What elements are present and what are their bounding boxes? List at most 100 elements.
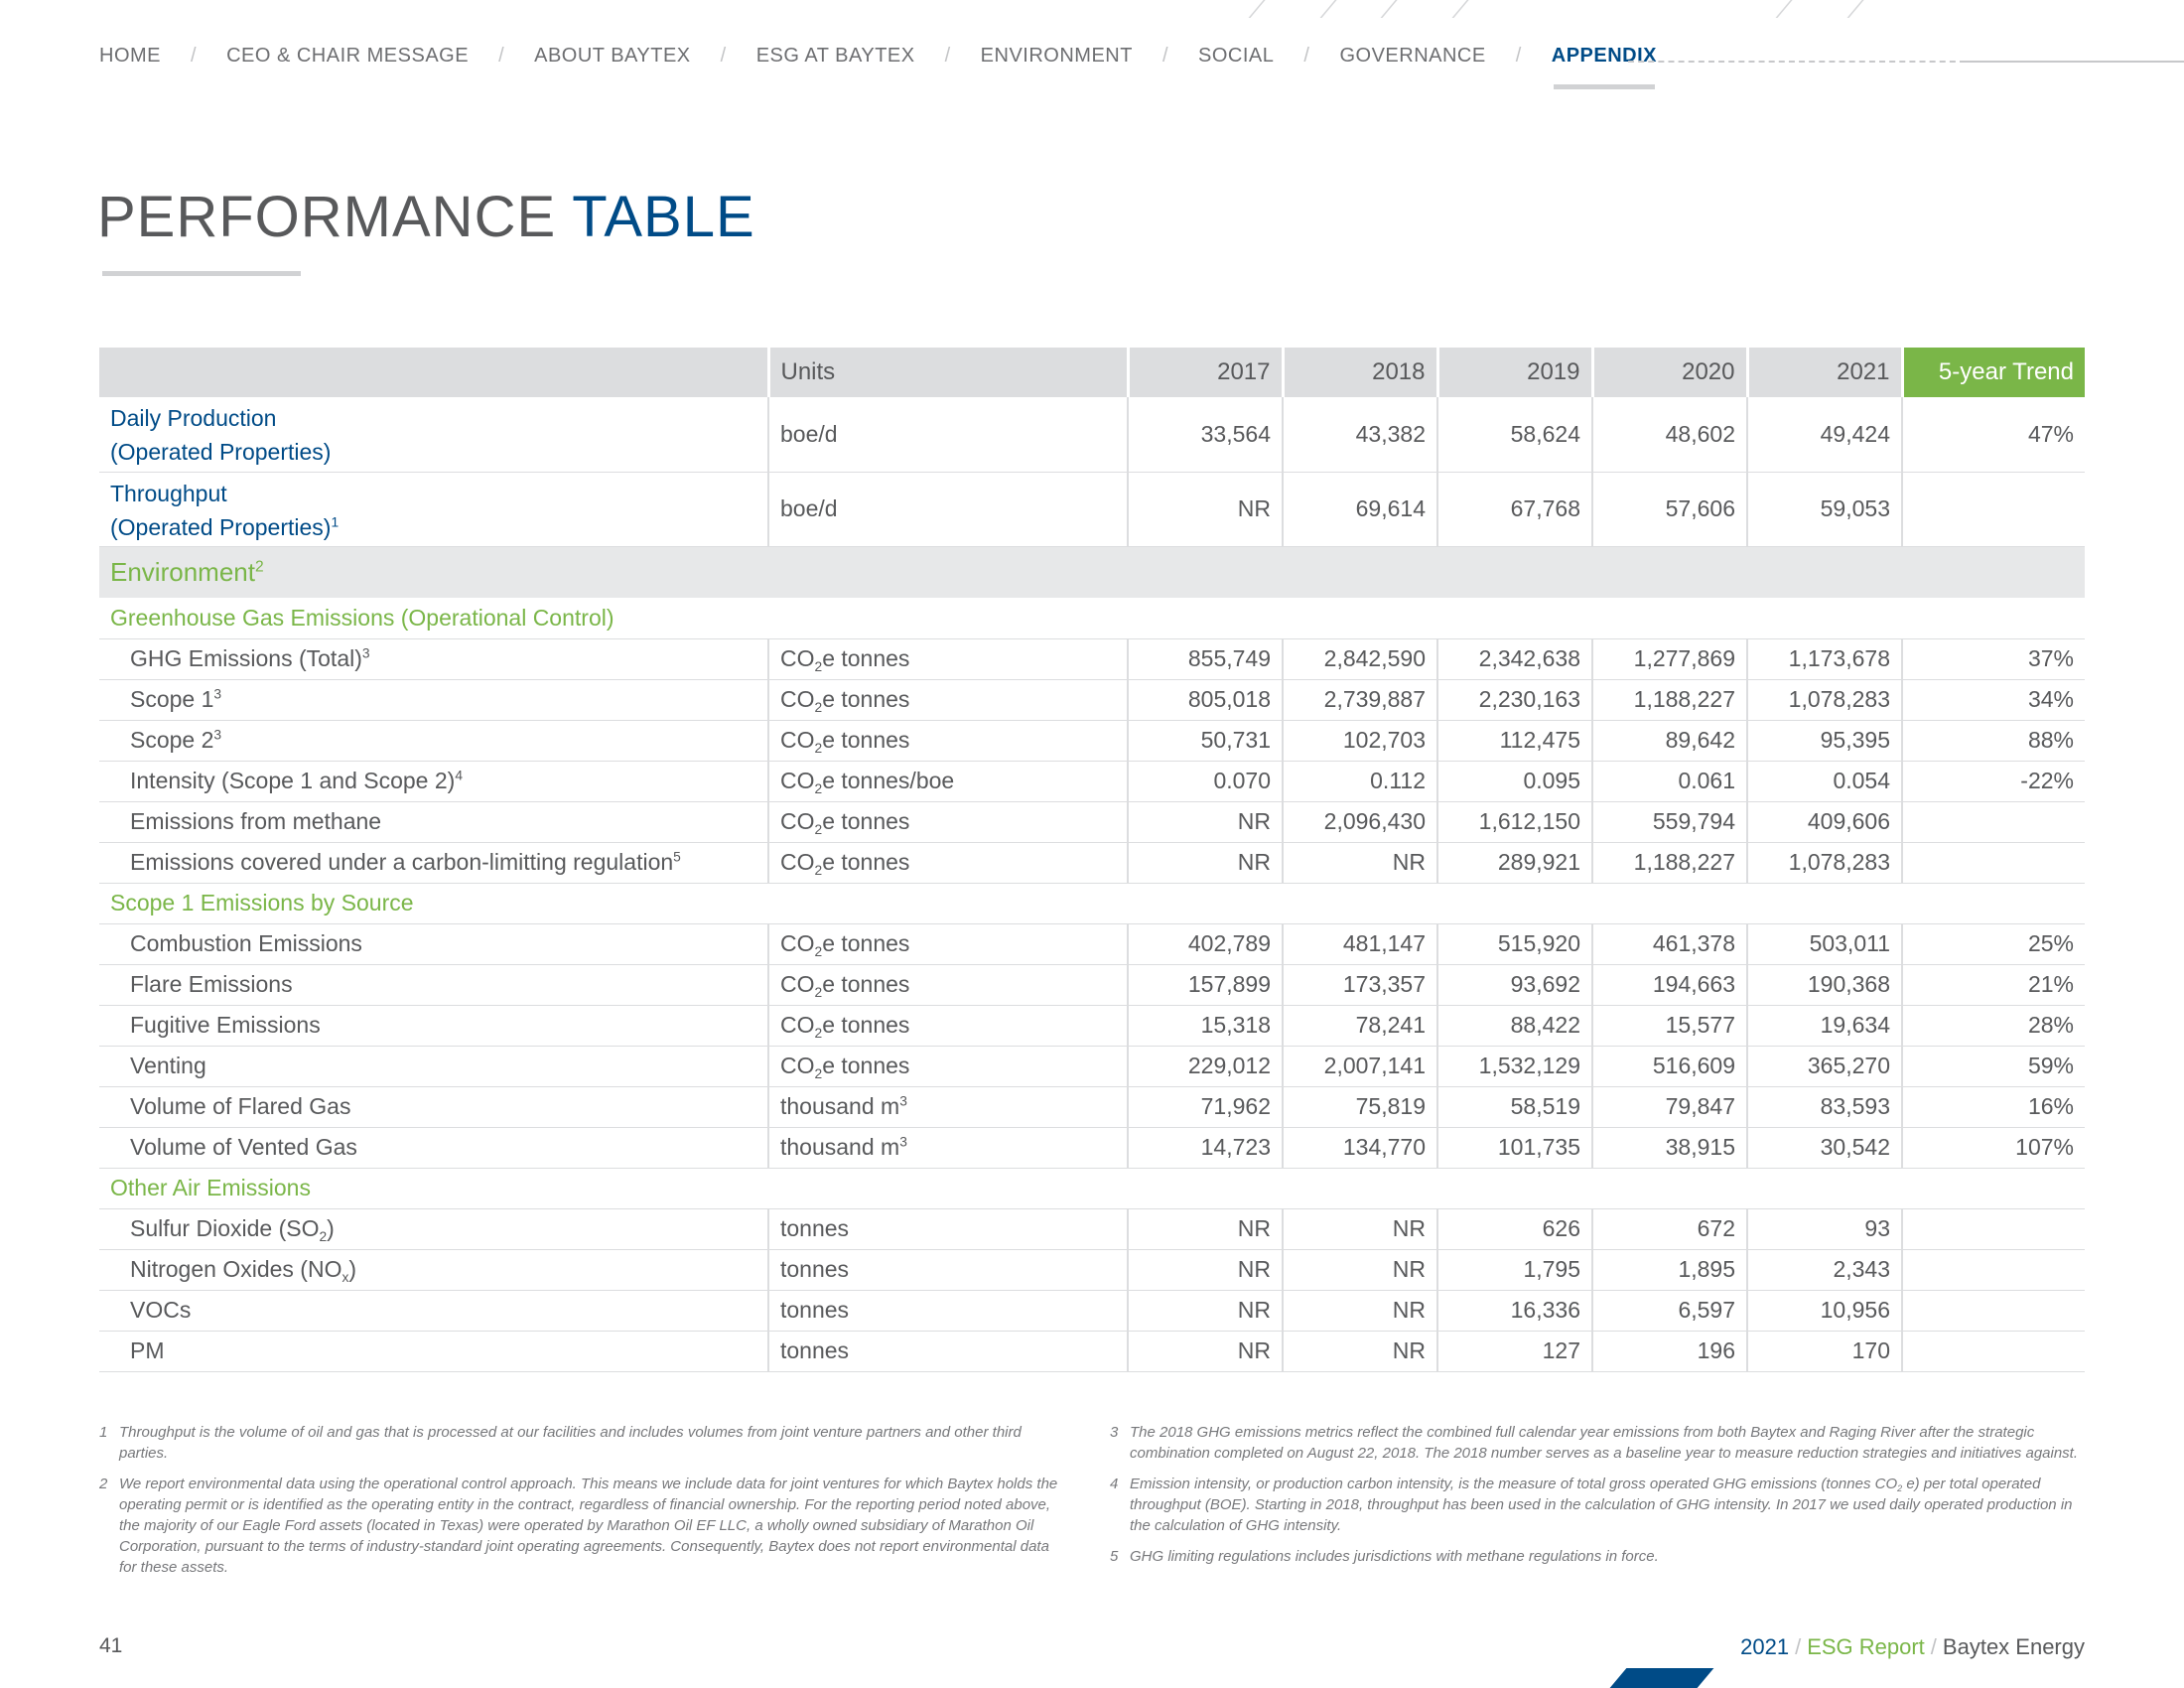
- cell-2017: 855,749: [1127, 638, 1283, 679]
- cell-2017: NR: [1127, 472, 1283, 546]
- unit-text: CO: [780, 645, 815, 671]
- decorative-shape: [1375, 0, 1470, 18]
- footer-report: ESG Report: [1807, 1634, 1925, 1659]
- row-units: CO2e tonnes: [767, 801, 1128, 842]
- header-year-2020: 2020: [1590, 348, 1747, 397]
- cell-trend: [1901, 1331, 2085, 1371]
- row-label-text: Emissions from methane: [130, 808, 382, 834]
- row-label-text: ): [327, 1215, 335, 1241]
- table-row: Emissions from methane CO2e tonnes NR 2,096…: [99, 801, 2085, 842]
- cell-2020: 194,663: [1591, 964, 1747, 1005]
- scope1-rows: Combustion Emissions CO2e tonnes 402,789 48…: [99, 923, 2085, 1168]
- nav-rule: [1964, 61, 2184, 63]
- unit-sub: 2: [814, 821, 823, 837]
- row-units: tonnes: [767, 1331, 1128, 1371]
- row-label-sub: 2: [319, 1228, 328, 1244]
- cell-2021: 59,053: [1746, 472, 1902, 546]
- row-subtitle: (Operated Properties): [110, 439, 332, 466]
- cell-2019: 1,612,150: [1436, 801, 1592, 842]
- row-label: Combustion Emissions: [99, 923, 768, 964]
- decorative-shape: [1243, 0, 1338, 18]
- row-units: CO2e tonnes/boe: [767, 761, 1128, 801]
- nav-separator: /: [1303, 44, 1310, 67]
- cell-2020: 516,609: [1591, 1046, 1747, 1086]
- table-row: Sulfur Dioxide (SO2) tonnes NR NR 626 672 93: [99, 1208, 2085, 1249]
- nav-environment[interactable]: ENVIRONMENT: [980, 44, 1133, 67]
- footnote-text: GHG limiting regulations includes jurisd…: [1130, 1548, 1659, 1565]
- header-year-2017: 2017: [1126, 348, 1283, 397]
- cell-2018: 2,096,430: [1282, 801, 1437, 842]
- footnote-ref: 2: [254, 558, 264, 576]
- cell-2019: 67,768: [1436, 472, 1592, 546]
- row-label-sub: x: [341, 1269, 349, 1285]
- row-label: Throughput (Operated Properties)1: [99, 472, 768, 546]
- table-row: Nitrogen Oxides (NOx) tonnes NR NR 1,795 1,89…: [99, 1249, 2085, 1290]
- footnote: 1 Throughput is the volume of oil and ga…: [99, 1422, 1062, 1464]
- footnote-number: 5: [1110, 1548, 1119, 1565]
- unit-sub: 2: [814, 862, 823, 878]
- unit-text: CO: [780, 727, 815, 753]
- unit-text: CO: [780, 768, 815, 793]
- row-label: Daily Production (Operated Properties): [99, 397, 768, 472]
- row-label: Nitrogen Oxides (NOx): [99, 1249, 768, 1290]
- table-row: Fugitive Emissions CO2e tonnes 15,318 78,24…: [99, 1005, 2085, 1046]
- cell-2020: 38,915: [1591, 1127, 1747, 1168]
- cell-2018: 69,614: [1282, 472, 1437, 546]
- header-year-2018: 2018: [1281, 348, 1437, 397]
- unit-text: e tonnes: [822, 1012, 910, 1038]
- row-label: Flare Emissions: [99, 964, 768, 1005]
- cell-2020: 559,794: [1591, 801, 1747, 842]
- row-title: Throughput: [110, 480, 227, 506]
- unit-text: CO: [780, 1012, 815, 1038]
- footnote-ref: 1: [331, 514, 340, 530]
- cell-2021: 30,542: [1746, 1127, 1902, 1168]
- nav-appendix[interactable]: APPENDIX: [1551, 44, 1658, 89]
- cell-2017: NR: [1127, 801, 1283, 842]
- table-row: Intensity (Scope 1 and Scope 2)4 CO2e ton…: [99, 761, 2085, 801]
- row-units: CO2e tonnes: [767, 638, 1128, 679]
- cell-trend: [1901, 472, 2085, 546]
- row-label: VOCs: [99, 1290, 768, 1331]
- row-label-text: PM: [130, 1337, 165, 1363]
- table-row: Venting CO2e tonnes 229,012 2,007,141 1,532,…: [99, 1046, 2085, 1086]
- footer-brand: 2021/ESG Report / Baytex Energy: [1740, 1634, 2085, 1660]
- unit-sub: 2: [814, 1025, 823, 1041]
- nav-esg-at-baytex[interactable]: ESG AT BAYTEX: [755, 44, 915, 67]
- nav-home[interactable]: HOME: [99, 44, 161, 67]
- footnote-number: 3: [1110, 1424, 1119, 1441]
- cell-2017: 157,899: [1127, 964, 1283, 1005]
- unit-text: CO: [780, 971, 815, 997]
- row-units: boe/d: [767, 472, 1128, 546]
- unit-sub: 2: [814, 1065, 823, 1081]
- unit-text: CO: [780, 849, 815, 875]
- row-units: CO2e tonnes: [767, 842, 1128, 883]
- cell-2018: 43,382: [1282, 397, 1437, 472]
- cell-2017: NR: [1127, 1208, 1283, 1249]
- section-row-environment: Environment2: [99, 546, 2085, 598]
- cell-2021: 95,395: [1746, 720, 1902, 761]
- subsection-row-ghg: Greenhouse Gas Emissions (Operational Co…: [99, 598, 2085, 638]
- row-label-text: VOCs: [130, 1297, 192, 1323]
- cell-trend: 21%: [1901, 964, 2085, 1005]
- cell-2021: 409,606: [1746, 801, 1902, 842]
- nav-social[interactable]: SOCIAL: [1198, 44, 1275, 67]
- cell-trend: 28%: [1901, 1005, 2085, 1046]
- table-row-daily-production: Daily Production (Operated Properties) bo…: [99, 397, 2085, 472]
- row-label-text: Scope 2: [130, 727, 214, 753]
- nav-governance[interactable]: GOVERNANCE: [1339, 44, 1486, 67]
- nav-ceo-chair-message[interactable]: CEO & CHAIR MESSAGE: [226, 44, 470, 67]
- footnote-ref: 5: [673, 849, 681, 865]
- cell-2018: 2,007,141: [1282, 1046, 1437, 1086]
- cell-2021: 2,343: [1746, 1249, 1902, 1290]
- cell-trend: -22%: [1901, 761, 2085, 801]
- footnote: 4 Emission intensity, or production carb…: [1110, 1474, 2085, 1536]
- cell-2020: 6,597: [1591, 1290, 1747, 1331]
- section-label: Environment2: [99, 546, 2085, 598]
- cell-2017: 805,018: [1127, 679, 1283, 720]
- nav-about-baytex[interactable]: ABOUT BAYTEX: [534, 44, 691, 67]
- cell-2021: 365,270: [1746, 1046, 1902, 1086]
- row-units: CO2e tonnes: [767, 679, 1128, 720]
- cell-2021: 1,078,283: [1746, 842, 1902, 883]
- cell-trend: 16%: [1901, 1086, 2085, 1127]
- cell-trend: 59%: [1901, 1046, 2085, 1086]
